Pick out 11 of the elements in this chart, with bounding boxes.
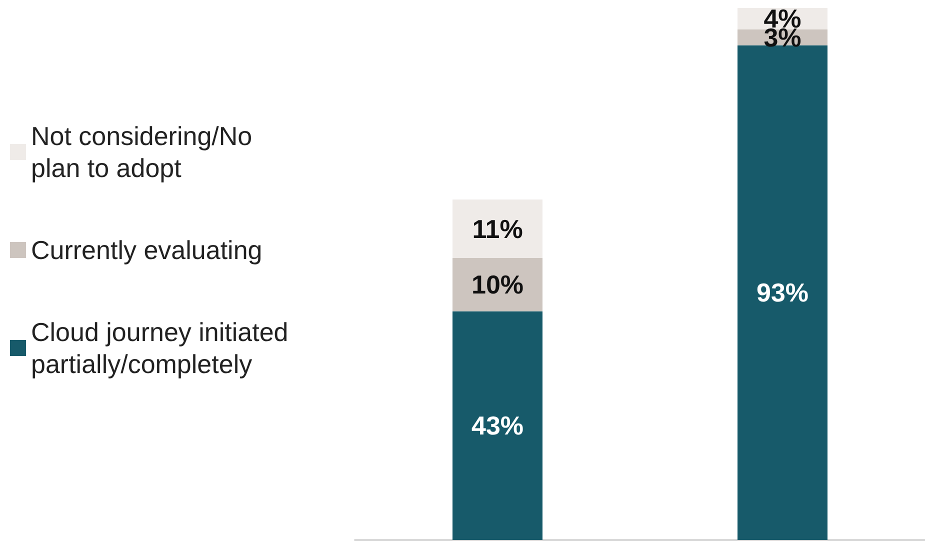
legend-label: Cloud journey initiated partially/completely [31, 317, 296, 379]
data-label: 43% [471, 410, 524, 441]
legend-label: Not considering/No plan to adopt [31, 121, 260, 183]
data-label: 93% [756, 278, 809, 308]
bar [452, 258, 542, 312]
legend-label: Currently evaluating [31, 235, 262, 265]
bar [452, 311, 542, 540]
data-label: 10% [471, 270, 524, 300]
bar [452, 200, 542, 258]
data-label: 11% [472, 214, 523, 244]
bar [738, 45, 828, 540]
